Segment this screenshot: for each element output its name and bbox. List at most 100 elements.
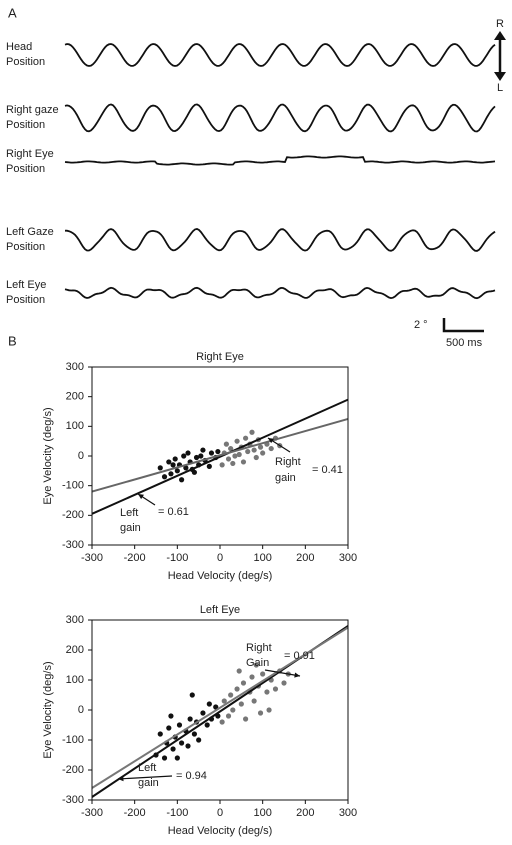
annotation: Gain (246, 657, 269, 669)
arrow-head (118, 776, 124, 782)
trace (64, 43, 496, 67)
fit-line (91, 626, 349, 789)
scatter-point (213, 704, 219, 710)
scale-label: 2 ° (414, 319, 428, 331)
scatter-point (240, 680, 247, 686)
x-tick-label: -300 (81, 552, 103, 564)
scatter-point (232, 453, 238, 459)
chart-title: Left Eye (200, 604, 240, 616)
trace-label: Right gaze (6, 104, 59, 116)
y-tick-label: 0 (78, 704, 84, 716)
x-tick-label: -200 (124, 807, 146, 819)
scatter-point (157, 465, 163, 471)
y-tick-label: 200 (66, 391, 84, 403)
scatter-point (208, 450, 215, 456)
scatter-point (228, 445, 234, 452)
scatter-point (272, 686, 279, 692)
annotation: Left (120, 507, 138, 519)
trace-label: Position (6, 119, 45, 131)
scatter-point (166, 725, 172, 731)
scatter-point (170, 462, 176, 468)
y-tick-label: -100 (62, 734, 84, 746)
plot-frame (91, 619, 349, 801)
trace-label: Left Gaze (6, 226, 54, 238)
x-tick-label: 100 (253, 552, 271, 564)
annotation: gain (138, 777, 159, 789)
direction-label: R (496, 18, 504, 30)
scatter-point (170, 746, 176, 752)
scatter-point (219, 719, 225, 725)
scatter-point (234, 686, 240, 692)
scatter-point (166, 459, 172, 465)
scatter-point (168, 713, 174, 719)
scatter-point (230, 460, 236, 467)
y-axis-label: Eye Velocity (deg/s) (42, 661, 54, 758)
scatter-point (172, 456, 178, 462)
scatter-point (196, 737, 202, 743)
scatter-point (281, 680, 287, 686)
y-tick-label: 300 (66, 614, 84, 626)
scatter-point (268, 445, 274, 452)
fit-line (91, 417, 349, 493)
y-tick-label: 0 (78, 450, 84, 462)
scatter-point (240, 459, 247, 465)
annotation: = 0.61 (158, 506, 189, 518)
scatter-point (198, 453, 204, 459)
scatter-point (200, 447, 206, 453)
trace (65, 228, 496, 252)
trace (64, 286, 496, 300)
scatter-point (257, 444, 264, 450)
trace-label: Position (6, 294, 45, 306)
scatter-point (187, 716, 193, 722)
plot-frame (91, 366, 349, 546)
scatter-point (185, 743, 191, 749)
x-tick-label: -100 (166, 807, 188, 819)
y-tick-label: 100 (66, 674, 84, 686)
scatter-point (174, 468, 180, 474)
x-tick-label: 200 (296, 807, 314, 819)
scatter-point (260, 671, 266, 677)
x-tick-label: 200 (296, 552, 314, 564)
scatter-point (260, 450, 266, 456)
scatter-point (264, 689, 270, 695)
scatter-point (245, 448, 251, 455)
trace-label: Position (6, 56, 45, 68)
direction-arrow (494, 31, 506, 81)
y-tick-label: -300 (62, 794, 84, 806)
scatter-point (176, 722, 183, 728)
x-tick-label: -200 (124, 552, 146, 564)
scatter-point (189, 692, 195, 698)
scatter-point (161, 755, 168, 761)
y-tick-label: -300 (62, 539, 84, 551)
scatter-point (168, 471, 174, 477)
scatter-point (193, 454, 200, 461)
scatter-point (215, 448, 221, 455)
scatter-point (206, 701, 212, 707)
annotation: gain (120, 522, 141, 534)
trace-label: Position (6, 241, 45, 253)
scatter-point (257, 710, 264, 716)
annotation: = 0.91 (284, 650, 315, 662)
scatter-point (243, 435, 249, 441)
annotation: = 0.41 (312, 464, 343, 476)
scatter-point (179, 740, 185, 746)
scatter-point (219, 462, 225, 468)
scatter-point (204, 722, 210, 728)
scatter-point (179, 477, 185, 483)
scatter-point (161, 474, 168, 480)
y-tick-label: -100 (62, 480, 84, 492)
scatter-point (236, 451, 242, 458)
x-tick-label: -300 (81, 807, 103, 819)
scatter-point (157, 731, 163, 737)
y-tick-label: 100 (66, 420, 84, 432)
scatter-point (174, 755, 180, 761)
scatter-point (183, 465, 189, 471)
scale-bar (442, 318, 484, 333)
y-axis-label: Eye Velocity (deg/s) (42, 407, 54, 504)
scatter-point (230, 707, 236, 713)
x-tick-label: 300 (339, 552, 357, 564)
y-tick-label: -200 (62, 764, 84, 776)
scatter-point (251, 698, 257, 704)
scatter-point (266, 707, 272, 713)
